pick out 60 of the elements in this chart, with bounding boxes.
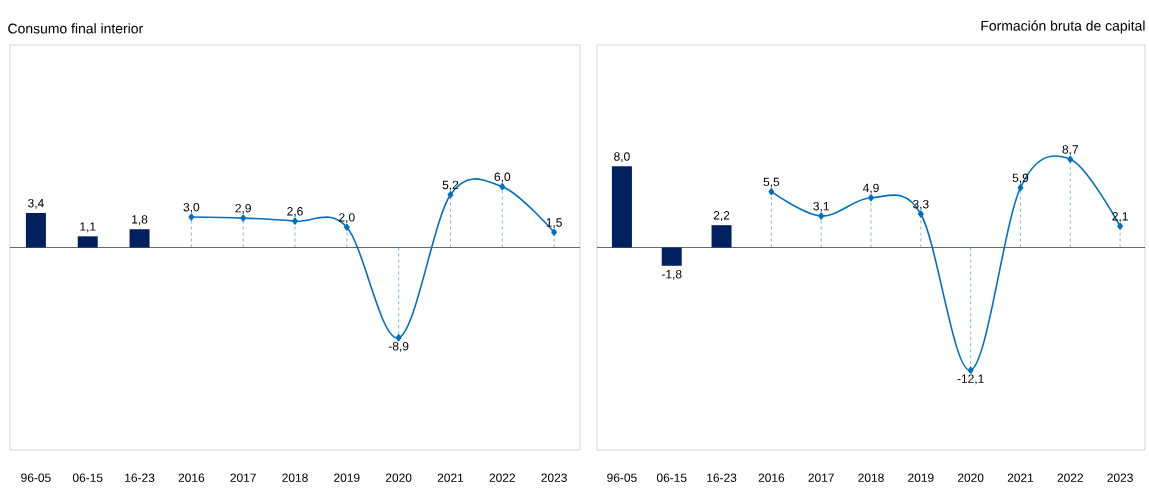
data-label: 3,3	[912, 199, 929, 210]
x-tick-label: 06-15	[656, 473, 687, 482]
point	[967, 366, 974, 374]
point	[395, 334, 402, 342]
point	[917, 210, 924, 218]
x-tick-label: 2016	[758, 473, 785, 482]
data-label: 4,9	[862, 183, 879, 194]
data-label: 3,4	[28, 198, 44, 209]
x-tick-label: 2018	[858, 473, 884, 482]
point	[768, 188, 775, 196]
point	[1017, 184, 1024, 192]
x-tick-label: 2019	[908, 473, 934, 482]
chart-title: Consumo final interior	[8, 23, 143, 34]
point	[292, 217, 298, 225]
point	[818, 212, 825, 220]
x-tick-label: 2017	[230, 473, 256, 482]
data-label: 5,2	[442, 180, 459, 191]
point	[1117, 222, 1123, 230]
x-tick-label: 2022	[489, 473, 515, 482]
chart-title: Formación bruta de capital	[981, 20, 1145, 34]
data-label: -12,1	[957, 374, 984, 385]
data-label: 8,7	[1062, 145, 1078, 156]
point	[499, 183, 506, 191]
data-label: 1,8	[132, 215, 148, 226]
data-label: 6,0	[494, 172, 511, 183]
data-label: 8,0	[614, 152, 630, 163]
x-tick-label: 2020	[385, 473, 412, 482]
x-tick-label: 2022	[1057, 473, 1083, 482]
data-label: 2,2	[713, 211, 730, 221]
data-label: 2,0	[339, 213, 355, 224]
x-tick-label: 2023	[541, 473, 567, 482]
x-tick-label: 2018	[282, 473, 308, 482]
x-tick-label: 2019	[334, 473, 360, 482]
point	[551, 228, 557, 236]
x-tick-label: 96-05	[21, 473, 51, 482]
data-label: 2,9	[235, 204, 251, 214]
point	[240, 214, 247, 222]
data-label: 3,0	[183, 203, 200, 213]
data-label: 3,1	[813, 201, 829, 212]
point	[447, 191, 454, 199]
point	[343, 223, 350, 231]
x-tick-label: 2023	[1107, 473, 1133, 482]
data-label: 1,1	[80, 222, 96, 233]
data-label: 5,5	[763, 177, 780, 188]
data-label: 1,5	[546, 218, 562, 229]
point	[1067, 155, 1074, 163]
x-tick-label: 96-05	[607, 473, 637, 482]
x-tick-label: 2021	[1007, 473, 1034, 482]
point	[188, 213, 195, 221]
x-tick-label: 2016	[178, 473, 205, 482]
data-label: -8,9	[388, 341, 409, 352]
point	[868, 194, 874, 202]
data-label: -1,8	[661, 269, 682, 280]
x-tick-label: 2021	[437, 473, 464, 482]
x-tick-label: 06-15	[72, 473, 103, 482]
data-label: 2,6	[287, 207, 303, 217]
x-tick-label: 16-23	[707, 473, 737, 482]
x-tick-label: 16-23	[125, 473, 155, 482]
x-tick-label: 2017	[808, 473, 834, 482]
x-tick-label: 2020	[957, 473, 984, 482]
